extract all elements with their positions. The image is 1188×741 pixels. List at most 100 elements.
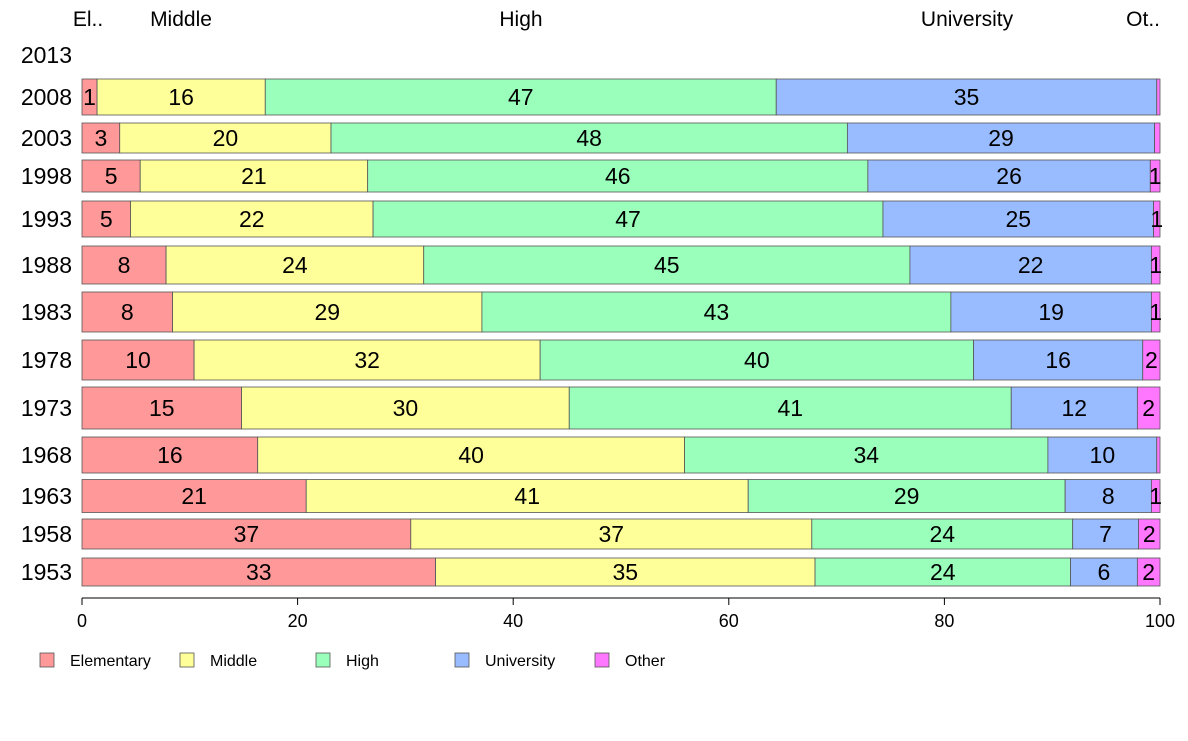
segment-label-high-1958: 24 <box>929 521 955 547</box>
bar-segment-university-1958 <box>1072 518 1139 550</box>
top-label-0: El.. <box>73 8 103 31</box>
bar-segment-elementary-1998 <box>81 159 141 193</box>
segment-label-middle-1973: 30 <box>393 395 419 421</box>
year-label-1973: 1973 <box>21 395 72 421</box>
segment-label-elementary-1993: 5 <box>100 206 113 232</box>
year-label-1958: 1958 <box>21 521 72 547</box>
bar-segment-middle-1998 <box>139 159 369 193</box>
segment-label-other-1983: 1 <box>1149 299 1162 325</box>
bar-segment-high-1953 <box>814 557 1071 587</box>
bar-segment-high-1968 <box>684 436 1049 474</box>
bar-segment-high-1963 <box>747 479 1066 513</box>
year-label-1983: 1983 <box>21 299 72 325</box>
bar-segment-elementary-1988 <box>81 245 167 285</box>
bar-segment-elementary-1968 <box>81 436 259 474</box>
bar-segment-elementary-1993 <box>81 200 131 238</box>
segment-label-other-1953: 2 <box>1142 559 1155 585</box>
bar-segment-high-1998 <box>367 159 869 193</box>
bar-segment-other-1983 <box>1150 291 1161 333</box>
segment-label-high-1978: 40 <box>744 347 770 373</box>
year-label-1988: 1988 <box>21 252 72 278</box>
x-tick-label-100: 100 <box>1145 611 1175 631</box>
segment-label-elementary-1953: 33 <box>246 559 272 585</box>
bar-segment-other-1973 <box>1136 386 1161 430</box>
segment-label-other-1973: 2 <box>1142 395 1155 421</box>
top-label-2: High <box>499 8 542 31</box>
bar-segment-other-1988 <box>1150 245 1161 285</box>
bar-segment-other-1993 <box>1153 200 1161 238</box>
segment-label-university-1958: 7 <box>1099 521 1112 547</box>
segment-label-high-1953: 24 <box>930 559 956 585</box>
bar-segment-university-1968 <box>1047 436 1158 474</box>
bar-segment-university-1988 <box>909 245 1152 285</box>
segment-label-elementary-1998: 5 <box>105 163 118 189</box>
legend-swatch-elementary <box>39 652 55 668</box>
bar-segment-university-1978 <box>973 339 1144 381</box>
segment-label-high-2008: 47 <box>508 84 534 110</box>
bar-segment-elementary-1973 <box>81 386 242 430</box>
legend-swatch-other <box>594 652 610 668</box>
legend-label-high: High <box>346 653 379 670</box>
bar-segment-middle-1958 <box>410 518 813 550</box>
year-label-1978: 1978 <box>21 347 72 373</box>
segment-label-university-1968: 10 <box>1090 442 1116 468</box>
segment-label-elementary-1978: 10 <box>125 347 151 373</box>
segment-label-university-1998: 26 <box>996 163 1022 189</box>
segment-label-middle-1978: 32 <box>354 347 380 373</box>
year-label-2003: 2003 <box>21 125 72 151</box>
segment-label-elementary-1968: 16 <box>157 442 183 468</box>
bar-segment-other-1953 <box>1136 557 1161 587</box>
segment-label-elementary-1958: 37 <box>234 521 260 547</box>
segment-label-middle-1953: 35 <box>613 559 639 585</box>
legend-label-university: University <box>485 653 555 670</box>
year-label-2008: 2008 <box>21 84 72 110</box>
bar-segment-other-1978 <box>1142 339 1161 381</box>
year-label-1963: 1963 <box>21 483 72 509</box>
bar-segment-high-2008 <box>264 78 777 116</box>
bar-segment-middle-1978 <box>193 339 541 381</box>
bar-segment-elementary-1983 <box>81 291 173 333</box>
segment-label-university-1988: 22 <box>1018 252 1044 278</box>
bar-segment-other-1958 <box>1138 518 1161 550</box>
segment-label-middle-1983: 29 <box>314 299 340 325</box>
bar-segment-other-1968 <box>1156 436 1161 474</box>
segment-label-middle-1963: 41 <box>514 483 540 509</box>
segment-label-university-1953: 6 <box>1098 559 1111 585</box>
top-label-3: University <box>921 8 1014 31</box>
segment-label-elementary-1988: 8 <box>118 252 131 278</box>
bar-segment-university-2008 <box>775 78 1158 116</box>
segment-label-elementary-1973: 15 <box>149 395 175 421</box>
year-label-1953: 1953 <box>21 559 72 585</box>
segment-label-high-2003: 48 <box>576 125 602 151</box>
bar-segment-other-2003 <box>1154 122 1161 154</box>
legend-swatch-middle <box>179 652 195 668</box>
legend-label-elementary: Elementary <box>70 653 151 670</box>
x-tick-label-0: 0 <box>77 611 87 631</box>
segment-label-other-1998: 1 <box>1149 163 1162 189</box>
segment-label-other-1978: 2 <box>1145 347 1158 373</box>
bar-segment-middle-1983 <box>172 291 483 333</box>
x-tick-label-60: 60 <box>719 611 739 631</box>
top-label-4: Ot.. <box>1126 8 1160 31</box>
legend-swatch-high <box>315 652 331 668</box>
bar-segment-middle-1973 <box>241 386 570 430</box>
x-tick-label-80: 80 <box>934 611 954 631</box>
bar-segment-middle-2008 <box>96 78 266 116</box>
segment-label-elementary-2003: 3 <box>94 125 107 151</box>
segment-label-high-1973: 41 <box>777 395 803 421</box>
segment-label-middle-1998: 21 <box>241 163 267 189</box>
bar-segment-high-1958 <box>811 518 1074 550</box>
bar-segment-elementary-1978 <box>81 339 195 381</box>
bar-segment-high-1993 <box>372 200 884 238</box>
bar-segment-other-1963 <box>1150 479 1161 513</box>
year-label-2013: 2013 <box>21 42 72 68</box>
segment-label-middle-2008: 16 <box>168 84 194 110</box>
segment-label-university-1963: 8 <box>1102 483 1115 509</box>
segment-label-middle-1968: 40 <box>458 442 484 468</box>
segment-label-middle-2003: 20 <box>213 125 239 151</box>
legend-label-middle: Middle <box>210 653 257 670</box>
segment-label-high-1988: 45 <box>654 252 680 278</box>
bar-segment-middle-1993 <box>130 200 374 238</box>
bar-segment-high-2003 <box>330 122 848 154</box>
bar-segment-elementary-1958 <box>81 518 412 550</box>
